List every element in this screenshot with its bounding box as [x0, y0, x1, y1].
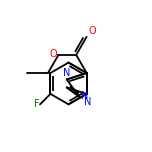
- Text: N: N: [63, 68, 70, 78]
- Text: F: F: [34, 99, 39, 109]
- Text: O: O: [88, 26, 96, 36]
- Text: O: O: [50, 49, 57, 59]
- Text: N: N: [84, 97, 91, 107]
- Text: N: N: [81, 91, 89, 101]
